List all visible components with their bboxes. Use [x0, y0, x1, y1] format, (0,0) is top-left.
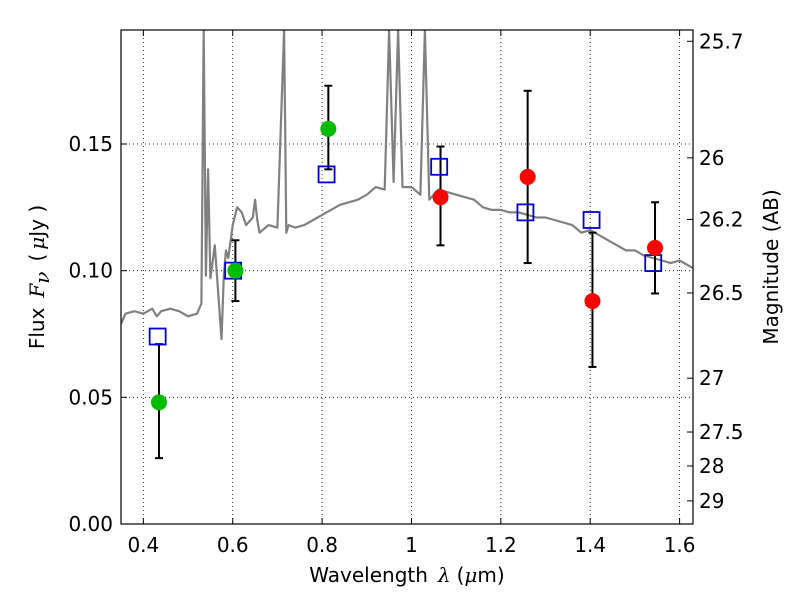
- right-tick-label: 26.5: [699, 281, 744, 305]
- observed-point-green: [150, 394, 167, 411]
- right-tick-label: 28: [699, 454, 724, 478]
- x-axis-label: Wavelength λ (μm): [309, 563, 504, 587]
- plot-frame: [120, 29, 694, 525]
- x-tick-label: 1.2: [485, 533, 517, 557]
- observed-point-red: [584, 293, 601, 310]
- model-flux-box: [516, 203, 535, 222]
- y-tick-label: 0.10: [68, 259, 113, 283]
- right-tick-label: 26: [699, 146, 724, 170]
- x-tick-label: 0.6: [217, 533, 249, 557]
- axis-ticks: 0.4 0.6 0.8 1 1.2 1.4 1.6 0.00 0.05 0.10 0.15 25.7 2…: [68, 29, 743, 557]
- x-tick-label: 1.6: [664, 533, 696, 557]
- model-flux-box: [430, 157, 449, 176]
- grid-lines: [121, 30, 693, 524]
- observed-point-green: [227, 262, 244, 279]
- x-tick-label: 1: [405, 533, 418, 557]
- observed-point-red: [432, 189, 449, 206]
- x-tick-label: 0.4: [127, 533, 159, 557]
- observed-point-green: [320, 120, 337, 137]
- right-tick-label: 27: [699, 366, 724, 390]
- data-points-layer: [148, 120, 664, 411]
- model-flux-box: [148, 327, 167, 346]
- right-tick-label: 25.7: [699, 29, 744, 53]
- observed-point-red: [647, 239, 664, 256]
- right-axis-label: Magnitude (AB): [759, 189, 783, 344]
- model-flux-box: [317, 165, 336, 184]
- right-tick-label: 27.5: [699, 420, 744, 444]
- right-tick-label: 29: [699, 489, 724, 513]
- y-tick-label: 0.15: [68, 132, 113, 156]
- y-axis-label: FluxFν(μJy ): [25, 205, 54, 349]
- right-tick-label: 26.2: [699, 207, 744, 231]
- model-spectrum-line: [121, 30, 693, 341]
- model-spectrum-layer: [121, 30, 693, 341]
- observed-point-red: [519, 168, 536, 185]
- x-tick-label: 0.8: [306, 533, 338, 557]
- model-flux-box: [582, 211, 601, 229]
- x-tick-label: 1.4: [574, 533, 606, 557]
- y-tick-label: 0.00: [68, 512, 113, 536]
- y-tick-label: 0.05: [68, 385, 113, 409]
